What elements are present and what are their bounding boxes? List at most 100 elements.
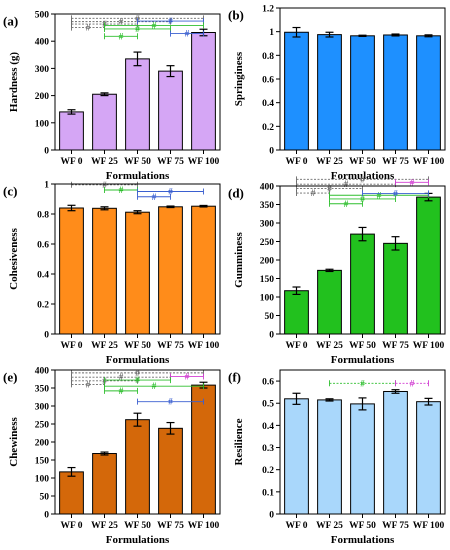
plot-frame — [54, 369, 221, 515]
x-axis-title: Formulations — [331, 534, 395, 546]
bar — [92, 207, 117, 335]
x-tick-label: WF 0 — [60, 157, 82, 167]
y-tick-label: 0.6 — [37, 241, 49, 251]
chart-panel-1: (b) Springiness 0 0.2 0.4 0.6 0.8 1 1.2 WF 0 WF 25… — [228, 5, 446, 182]
x-tick-label: WF 50 — [124, 341, 151, 351]
chart-panel-2: (c) Cohesiveness 0 0.2 0.4 0.6 0.8 1 WF 0 WF 25 WF… — [3, 180, 221, 366]
x-tick-label: WF 100 — [188, 341, 220, 351]
panel-label: (d) — [228, 186, 244, 201]
panel-label: (c) — [3, 184, 17, 199]
bar — [416, 401, 441, 515]
bar — [125, 58, 150, 151]
bar — [284, 290, 309, 335]
x-tick-label: WF 50 — [349, 157, 376, 167]
y-tick-label: 50 — [40, 493, 50, 503]
y-tick-label: 0.2 — [262, 123, 274, 133]
significance-marker: # — [344, 199, 349, 209]
y-tick-label: 200 — [260, 257, 275, 267]
x-tick-label: WF 100 — [413, 521, 445, 531]
bar — [317, 399, 342, 515]
significance-marker: # — [185, 29, 190, 39]
y-tick-label: 0 — [269, 147, 274, 157]
x-axis-title: Formulations — [331, 354, 395, 366]
x-tick-label: WF 0 — [60, 521, 82, 531]
y-tick-label: 0.4 — [262, 99, 274, 109]
x-tick-label: WF 75 — [382, 157, 409, 167]
plot-frame — [279, 185, 446, 335]
x-tick-label: WF 0 — [285, 521, 307, 531]
significance-marker: # — [86, 379, 91, 389]
y-tick-label: 1 — [269, 28, 274, 38]
significance-marker: # — [344, 179, 349, 189]
y-tick-label: 250 — [35, 421, 50, 431]
x-tick-label: WF 25 — [316, 341, 343, 351]
x-axis-title: Formulations — [106, 354, 170, 366]
significance-marker: # — [410, 177, 415, 187]
y-tick-label: 0.3 — [262, 444, 274, 454]
y-axis-title: Springiness — [233, 51, 245, 106]
y-tick-label: 150 — [260, 275, 275, 285]
significance-marker: # — [393, 188, 398, 198]
significance-marker: # — [119, 185, 124, 195]
chart-panel-5: (f) Resilience 0 0.1 0.2 0.3 0.4 0.5 0.6 WF 0 WF 2… — [228, 369, 446, 546]
y-tick-label: 150 — [35, 457, 50, 467]
y-tick-label: 300 — [35, 403, 50, 413]
significance-marker: # — [86, 23, 91, 33]
x-tick-label: WF 75 — [157, 521, 184, 531]
y-tick-label: 0.6 — [262, 378, 274, 388]
y-tick-label: 250 — [260, 238, 275, 248]
bar — [125, 211, 150, 335]
x-tick-label: WF 25 — [316, 157, 343, 167]
y-tick-label: 0 — [269, 331, 274, 341]
x-tick-label: WF 75 — [382, 341, 409, 351]
x-tick-label: WF 100 — [413, 157, 445, 167]
x-tick-label: WF 100 — [413, 341, 445, 351]
x-tick-label: WF 50 — [124, 521, 151, 531]
y-tick-label: 350 — [35, 385, 50, 395]
y-tick-label: 0.2 — [37, 301, 49, 311]
y-tick-label: 200 — [35, 92, 50, 102]
significance-marker: # — [311, 188, 316, 198]
significance-marker: # — [152, 381, 157, 391]
bar — [191, 205, 216, 335]
y-tick-label: 300 — [35, 65, 50, 75]
panel-label: (e) — [3, 370, 17, 385]
bar — [284, 398, 309, 515]
y-tick-label: 200 — [35, 439, 50, 449]
significance-marker: # — [185, 371, 190, 381]
y-tick-label: 100 — [35, 119, 50, 129]
bar — [158, 427, 183, 515]
bar — [284, 31, 309, 151]
y-tick-label: 0 — [44, 511, 49, 521]
bar — [125, 419, 150, 515]
bar — [317, 269, 342, 335]
y-tick-label: 0 — [269, 511, 274, 521]
y-axis-title: Cohesiveness — [8, 227, 20, 289]
y-tick-label: 400 — [260, 183, 275, 193]
significance-marker: # — [135, 368, 140, 378]
x-tick-label: WF 25 — [91, 157, 118, 167]
x-axis-title: Formulations — [106, 534, 170, 546]
y-tick-label: 100 — [35, 475, 50, 485]
significance-marker: # — [152, 20, 157, 30]
significance-marker: # — [135, 24, 140, 34]
significance-marker: # — [377, 190, 382, 200]
bar — [59, 111, 84, 151]
y-axis-title: Gumminess — [233, 231, 245, 287]
x-tick-label: WF 75 — [157, 157, 184, 167]
bar — [350, 35, 375, 151]
bar — [92, 93, 117, 151]
y-tick-label: 100 — [260, 294, 275, 304]
bar — [158, 206, 183, 335]
y-tick-label: 0 — [44, 331, 49, 341]
y-tick-label: 350 — [260, 201, 275, 211]
y-tick-label: 1 — [44, 181, 49, 191]
y-tick-label: 0.5 — [262, 400, 274, 410]
bar — [383, 242, 408, 335]
significance-marker: # — [135, 375, 140, 385]
y-tick-label: 0.8 — [37, 211, 49, 221]
chart-panel-4: (e) Chewiness 0 50 100 150 200 250 300 350 400 WF 0… — [3, 367, 221, 546]
plot-frame — [279, 369, 446, 515]
significance-marker: # — [119, 372, 124, 382]
